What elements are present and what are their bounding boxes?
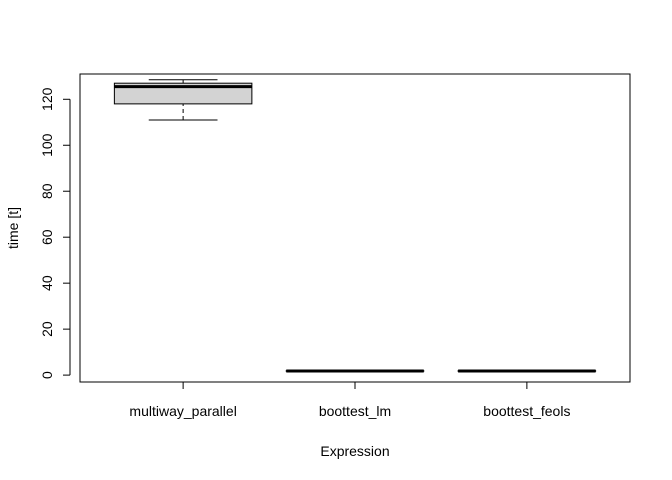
x-tick-label: multiway_parallel [129,403,236,419]
box-multiway_parallel [113,79,253,121]
box-iqr [113,82,253,105]
y-axis-label: time [t] [5,207,21,249]
x-tick-label: boottest_lm [319,403,391,419]
x-axis: multiway_parallel boottest_lm boottest_feo… [129,381,570,419]
box-boottest_feols [457,369,597,373]
y-tick-label: 60 [39,229,55,245]
box-boottest_lm [285,369,425,373]
y-tick-label: 0 [39,371,55,379]
x-axis-label: Expression [320,443,389,459]
y-tick-label: 80 [39,183,55,199]
y-tick-label: 120 [39,87,55,111]
y-axis: 0 20 40 60 80 100 120 [39,87,71,379]
y-tick-label: 40 [39,275,55,291]
y-tick-label: 20 [39,321,55,337]
box-group [113,79,597,373]
y-tick-label: 100 [39,133,55,157]
x-tick-label: boottest_feols [483,403,570,419]
